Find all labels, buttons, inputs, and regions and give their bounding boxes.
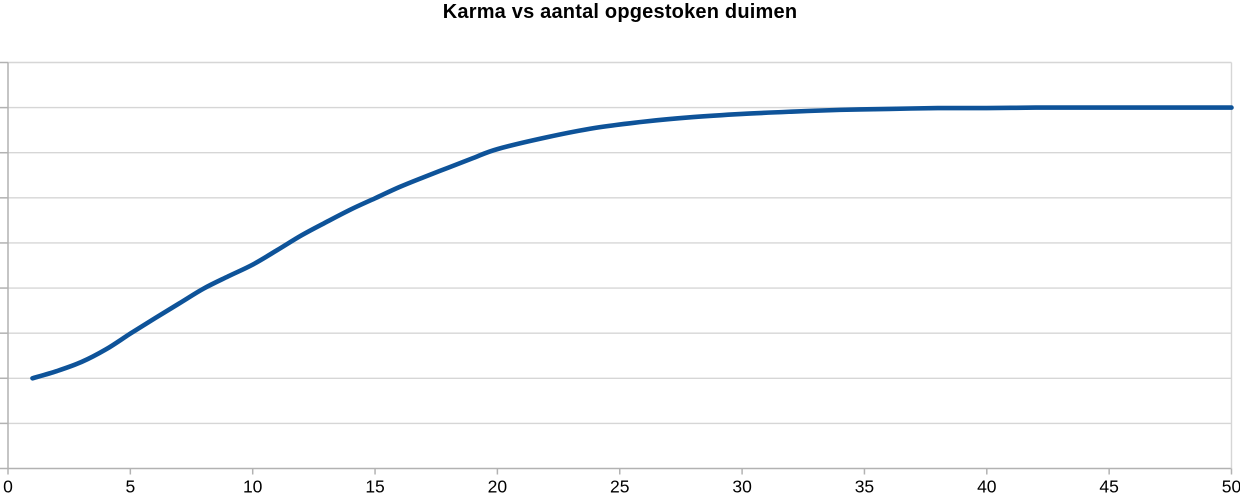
x-tick-label: 0 [3,477,13,497]
x-tick-label: 15 [365,477,384,497]
x-tick-label: 50 [1222,477,1240,497]
x-tick-label: 35 [855,477,874,497]
x-tick-label: 30 [732,477,752,497]
chart-title: Karma vs aantal opgestoken duimen [442,1,798,23]
karma-curve [30,105,1234,381]
x-tick-label: 25 [610,477,629,497]
x-tick-label: 10 [243,477,263,497]
x-tick-label: 20 [488,477,508,497]
x-tick-label: 5 [125,477,135,497]
x-tick-label: 40 [977,477,997,497]
x-tick-label: 45 [1099,477,1118,497]
